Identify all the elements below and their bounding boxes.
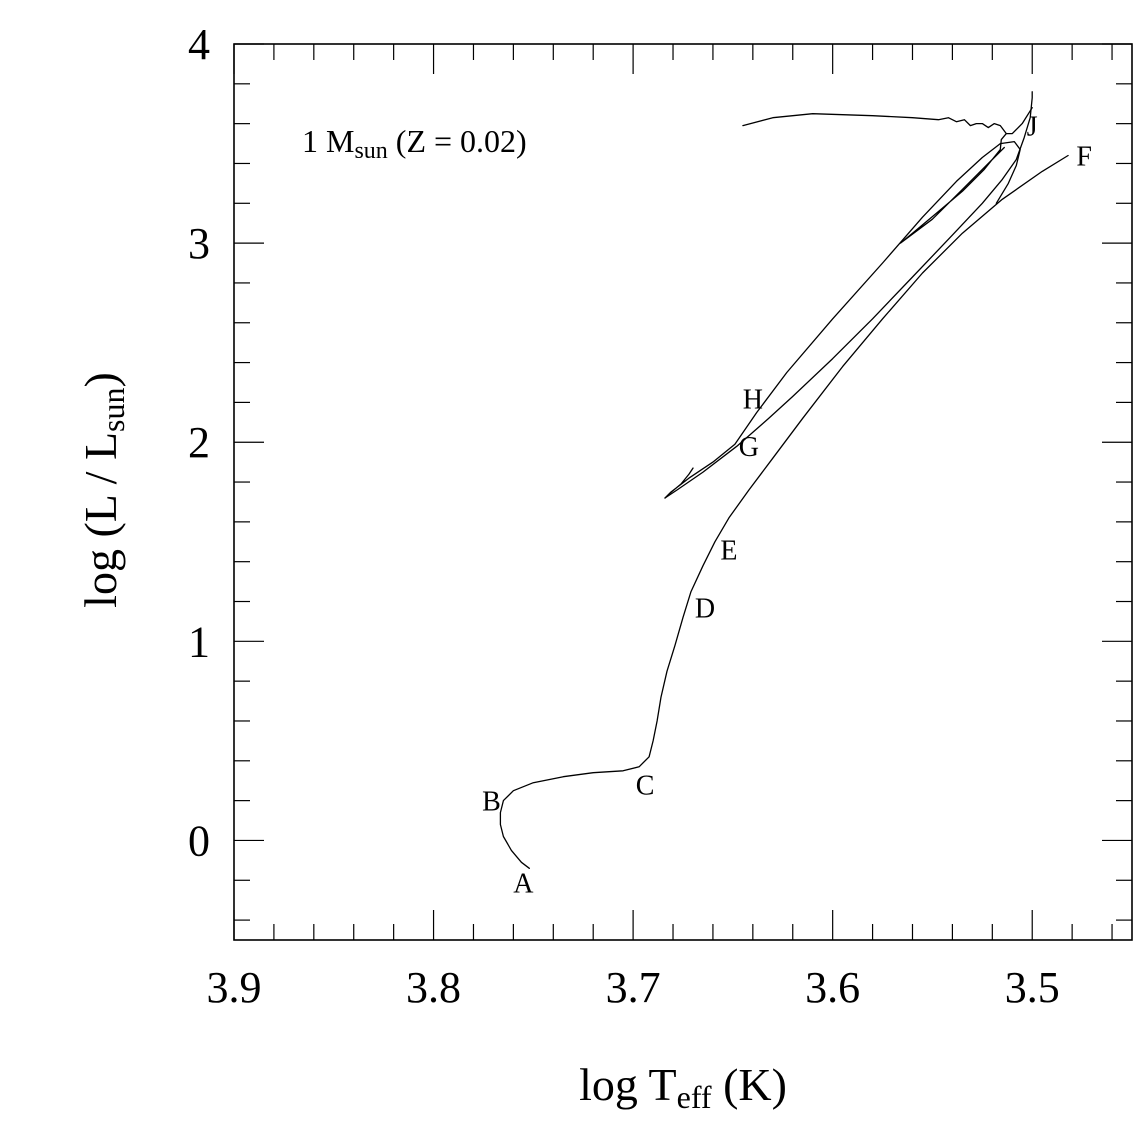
tick-marks	[233, 43, 1132, 940]
plot-frame	[233, 43, 1133, 941]
track-series-4	[899, 132, 1007, 244]
phase-label-h: H	[743, 384, 763, 415]
x-tick-label: 3.9	[207, 963, 262, 1012]
phase-labels: A B C DE F GH J	[482, 112, 1092, 900]
y-tick-label: 4	[188, 20, 210, 69]
track-series-3	[664, 91, 1033, 499]
x-axis-title: log Teff (K)	[579, 1059, 787, 1115]
phase-label-b: B	[482, 787, 501, 818]
x-tick-label: 3.6	[805, 963, 860, 1012]
x-tick-label: 3.7	[606, 963, 661, 1012]
evolution-tracks	[499, 91, 1069, 869]
track-series-5	[742, 107, 1033, 135]
y-axis-title: log (L / Lsun)	[75, 372, 131, 608]
y-tick-label: 0	[188, 816, 210, 865]
phase-label-e: E	[720, 536, 737, 567]
y-tick-labels: 0 1 2 3 4	[188, 20, 210, 865]
y-tick-label: 2	[188, 418, 210, 467]
phase-label-c: C	[636, 771, 655, 802]
mass-annotation: 1 Msun (Z = 0.02)	[302, 123, 527, 164]
track-series-1	[499, 154, 1069, 869]
track-series-2	[664, 140, 1021, 499]
phase-label-f: F	[1076, 142, 1092, 173]
y-tick-label: 1	[188, 617, 210, 666]
phase-label-j: J	[1027, 112, 1038, 143]
x-tick-labels: 3.9 3.8 3.7 3.6 3.5	[207, 963, 1060, 1012]
x-tick-label: 3.8	[406, 963, 461, 1012]
phase-label-a: A	[513, 868, 534, 899]
phase-label-g: G	[739, 432, 759, 463]
x-tick-label: 3.5	[1005, 963, 1060, 1012]
phase-label-d: D	[695, 593, 715, 624]
y-tick-label: 3	[188, 219, 210, 268]
